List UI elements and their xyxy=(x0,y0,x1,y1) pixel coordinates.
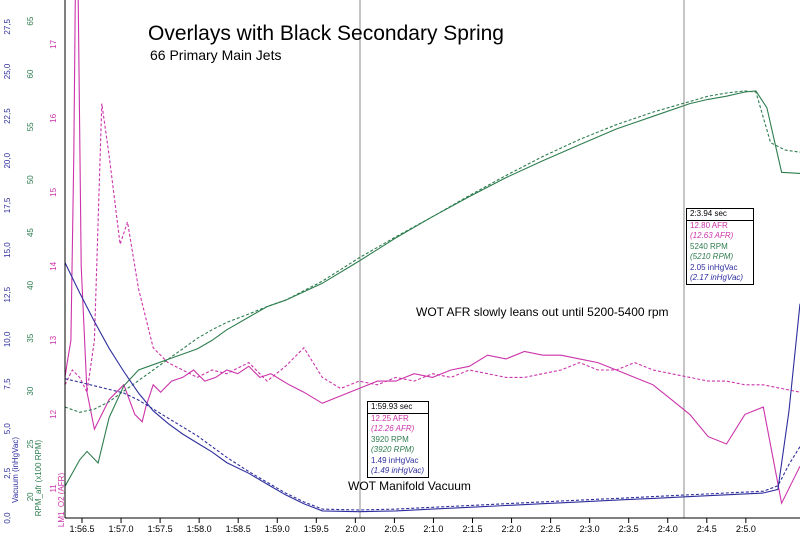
cursor-1-rpm: 3920 RPM xyxy=(371,434,409,444)
annotation-vacuum: WOT Manifold Vacuum xyxy=(348,479,471,493)
y-tick-label: 50 xyxy=(26,175,35,184)
x-tick-label: 1:57.5 xyxy=(148,524,173,534)
x-tick-label: 1:57.0 xyxy=(109,524,134,534)
x-tick-label: 2:4.5 xyxy=(697,524,717,534)
cursor-2-rpm-overlay: (5210 RPM) xyxy=(690,252,734,261)
x-tick-label: 2:4.0 xyxy=(658,524,678,534)
y-tick-label: 65 xyxy=(26,16,35,25)
y-tick-label: 17 xyxy=(49,39,58,48)
y-tick-label: 60 xyxy=(26,69,35,78)
y-tick-label: 40 xyxy=(26,280,35,289)
x-tick-label: 2:3.5 xyxy=(619,524,639,534)
series-line xyxy=(64,103,800,395)
cursor-2-rpm: 5240 RPM xyxy=(690,241,728,251)
y-tick-label: 14 xyxy=(49,261,58,270)
y-tick-label: 22,5 xyxy=(3,108,12,124)
y-tick-label: 30 xyxy=(26,386,35,395)
y-tick-label: 13 xyxy=(49,335,58,344)
cursor-1-vac-overlay: (1.49 inHgVac) xyxy=(371,466,425,475)
x-tick-label: 2:5.0 xyxy=(736,524,756,534)
y-tick-label: 7,5 xyxy=(3,378,12,390)
cursor-2-time: 2:3.94 sec xyxy=(687,209,753,221)
y-tick-label: 10,0 xyxy=(3,331,12,347)
y-tick-label: 12 xyxy=(49,409,58,418)
cursor-1-afr: 12.25 AFR xyxy=(371,413,409,423)
y-tick-label: 2,5 xyxy=(3,467,12,479)
y-tick-label: 20,0 xyxy=(3,152,12,168)
cursor-2-vac-overlay: (2.17 inHgVac) xyxy=(690,273,744,282)
x-tick-label: 2:2.0 xyxy=(502,524,522,534)
y-tick-label: 16 xyxy=(49,113,58,122)
series-line xyxy=(64,90,800,413)
series-line xyxy=(64,0,800,505)
x-tick-label: 2:0.0 xyxy=(345,524,365,534)
x-tick-label: 1:59.0 xyxy=(265,524,290,534)
cursor-readout-2: 2:3.94 sec 12.80 AFR (12.63 AFR) 5240 RP… xyxy=(686,208,754,285)
cursor-2-afr: 12.80 AFR xyxy=(690,220,728,230)
chart-subtitle: 66 Primary Main Jets xyxy=(150,47,281,63)
cursor-1-time: 1:59.93 sec xyxy=(368,402,428,414)
y-tick-label: 55 xyxy=(26,122,35,131)
y-tick-label: 25,0 xyxy=(3,63,12,79)
x-tick-label: 2:1.5 xyxy=(462,524,482,534)
x-tick-label: 2:2.5 xyxy=(541,524,561,534)
cursor-1-vac: 1.49 inHgVac xyxy=(371,455,419,465)
y-tick-label: 25 xyxy=(26,439,35,448)
y-axis-title: RPM_afr (x100 RPM) xyxy=(34,439,43,516)
y-tick-label: 15 xyxy=(49,187,58,196)
cursor-1-rpm-overlay: (3920 RPM) xyxy=(371,445,415,454)
y-axis-title: Vacuum (inHgVac) xyxy=(11,437,20,503)
x-tick-label: 2:0.5 xyxy=(384,524,404,534)
x-tick-label: 2:3.0 xyxy=(580,524,600,534)
y-tick-label: 0,0 xyxy=(3,512,12,524)
series-line xyxy=(64,262,800,513)
cursor-2-afr-overlay: (12.63 AFR) xyxy=(690,231,734,240)
y-tick-label: 15,0 xyxy=(3,242,12,258)
y-tick-label: 5,0 xyxy=(3,423,12,435)
y-tick-label: 45 xyxy=(26,228,35,237)
y-tick-label: 17,5 xyxy=(3,197,12,213)
annotation-afr: WOT AFR slowly leans out until 5200-5400… xyxy=(416,305,669,319)
y-tick-label: 27,5 xyxy=(3,18,12,34)
y-tick-label: 20 xyxy=(26,492,35,501)
cursor-1-afr-overlay: (12.26 AFR) xyxy=(371,424,415,433)
y-axis-title: LM1_O2 (AFR) xyxy=(57,473,66,528)
x-tick-label: 1:58.5 xyxy=(226,524,251,534)
x-tick-label: 1:59.5 xyxy=(304,524,329,534)
series-line xyxy=(64,378,800,511)
cursor-2-vac: 2.05 inHgVac xyxy=(690,262,738,272)
cursor-readout-1: 1:59.93 sec 12.25 AFR (12.26 AFR) 3920 R… xyxy=(367,401,429,478)
x-tick-label: 1:56.5 xyxy=(69,524,94,534)
y-tick-label: 35 xyxy=(26,333,35,342)
series-line xyxy=(64,90,800,487)
chart-title: Overlays with Black Secondary Spring xyxy=(148,22,504,45)
x-tick-label: 1:58.0 xyxy=(187,524,212,534)
y-tick-label: 12,5 xyxy=(3,286,12,302)
x-tick-label: 2:1.0 xyxy=(423,524,443,534)
y-tick-label: 11 xyxy=(49,484,58,493)
